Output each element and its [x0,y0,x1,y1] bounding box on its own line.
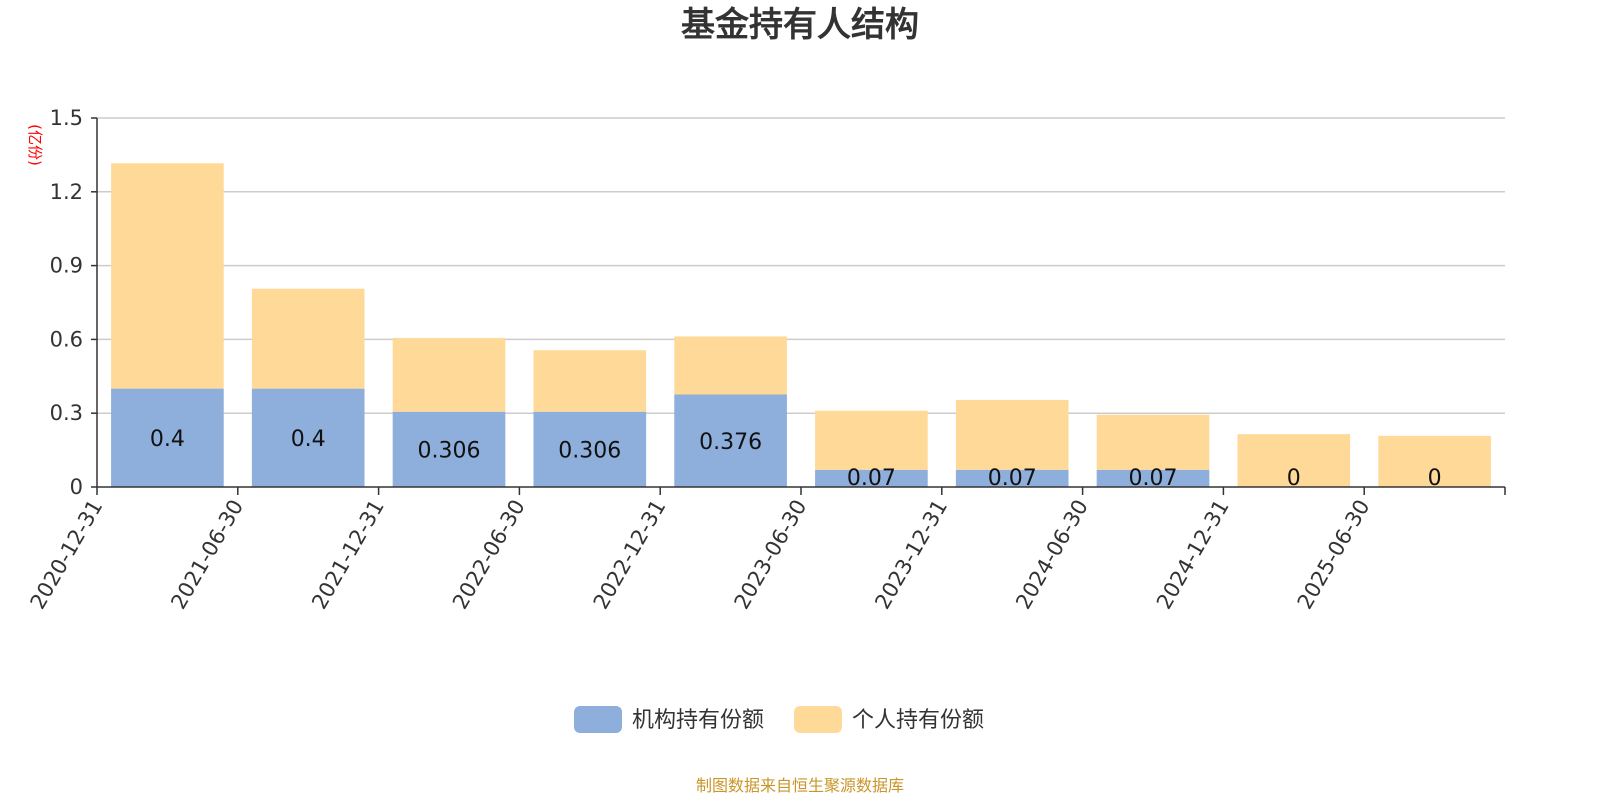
x-tick-label: 2021-06-30 [166,496,248,614]
legend-label: 机构持有份额 [632,708,764,733]
bar-institutional-2020-12-31 [111,388,224,487]
bar-value-label: 0 [1287,466,1301,491]
bar-value-label: 0.07 [847,466,896,491]
bar-institutional-2022-12-31 [674,394,787,487]
y-axis-unit-label: (亿份) [26,124,44,166]
legend-swatch [574,706,622,733]
bar-individual-2024-12-31 [1237,434,1351,487]
y-tick-label: 0.6 [50,327,83,351]
bar-individual-2022-06-30 [533,350,647,412]
bar-individual-2020-12-31 [111,163,224,389]
bar-individual-2025-06-30 [1378,435,1491,487]
bar-value-label: 0.07 [988,466,1037,491]
bar-institutional-2021-06-30 [251,388,365,487]
bar-value-label: 0.07 [1129,466,1178,491]
x-tick-label: 2023-06-30 [730,496,812,614]
bars [111,163,1491,487]
bar-value-label: 0.376 [699,430,762,455]
bar-individual-2022-12-31 [674,336,787,395]
bar-individual-2021-12-31 [392,337,506,412]
legend-swatch [794,706,842,733]
bar-individual-2021-06-30 [251,288,365,389]
legend-label: 个人持有份额 [852,708,984,733]
y-tick-label: 0.9 [50,254,83,278]
bar-individual-2023-12-31 [955,399,1069,470]
bar-institutional-2022-06-30 [533,411,647,487]
x-tick-label: 2024-06-30 [1011,496,1093,614]
y-tick-label: 1.2 [50,180,83,204]
x-tick-label: 2022-06-30 [448,496,530,614]
x-tick-label: 2024-12-31 [1152,496,1234,614]
bar-value-label: 0.306 [418,438,481,463]
x-tick-label: 2022-12-31 [589,496,671,614]
bar-institutional-2021-12-31 [392,411,506,487]
bar-value-label: 0.306 [558,438,621,463]
bar-value-label: 0 [1428,466,1442,491]
bar-individual-2024-06-30 [1096,414,1210,470]
y-tick-label: 0 [70,475,83,499]
bar-individual-2023-06-30 [815,410,928,470]
source-note: 制图数据来自恒生聚源数据库 [696,776,904,795]
chart-title: 基金持有人结构 [681,5,919,45]
x-tick-label: 2023-12-31 [870,496,952,614]
y-tick-label: 0.3 [50,401,83,425]
x-tick-label: 2020-12-31 [26,496,108,614]
x-tick-label: 2025-06-30 [1293,496,1375,614]
bar-institutional-2024-06-30 [1096,469,1210,487]
legend: 机构持有份额 个人持有份额 [574,706,984,733]
bar-institutional-2023-12-31 [955,469,1069,487]
bar-value-labels: 0.4 0.4 0.306 0.306 0.376 0.07 0.07 0.07 0 0 [150,427,1442,491]
bar-institutional-2023-06-30 [815,469,928,487]
bar-value-label: 0.4 [291,427,326,452]
bar-value-label: 0.4 [150,427,185,452]
x-tick-label: 2021-12-31 [307,496,389,614]
y-tick-label: 1.5 [50,106,83,130]
